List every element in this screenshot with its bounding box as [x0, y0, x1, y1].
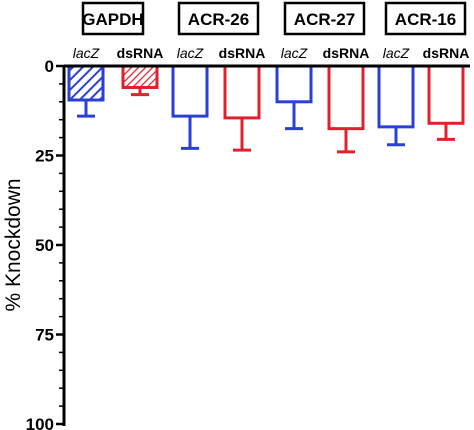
bar-gapdh-lacz	[67, 64, 105, 102]
group-label-box	[177, 1, 260, 36]
condition-label: lacZ	[177, 45, 204, 61]
y-tick-label: 75	[35, 326, 54, 345]
condition-label: dsRNA	[219, 45, 266, 61]
condition-label: dsRNA	[423, 45, 470, 61]
bar-acr-27-lacz	[275, 64, 313, 104]
condition-label: dsRNA	[117, 45, 164, 61]
group-label: ACR-26	[188, 10, 249, 29]
condition-label: dsRNA	[323, 45, 370, 61]
group-label-box	[384, 1, 467, 36]
bar-acr-16-dsrna	[427, 64, 465, 125]
group-label: ACR-16	[395, 10, 456, 29]
bar-acr-26-lacz	[171, 64, 209, 118]
condition-label: lacZ	[281, 45, 308, 61]
bar-gapdh-dsrna	[121, 64, 159, 89]
y-tick-label: 100	[26, 415, 54, 430]
group-label-box	[283, 1, 366, 36]
bar-acr-16-lacz	[377, 64, 415, 129]
group-label-box	[81, 1, 145, 36]
y-tick-label: 0	[45, 57, 54, 76]
y-tick-label: 50	[35, 236, 54, 255]
y-axis-title: % Knockdown	[2, 178, 25, 311]
group-label: GAPDH	[82, 10, 143, 29]
group-label: ACR-27	[294, 10, 355, 29]
condition-label: lacZ	[73, 45, 100, 61]
bar-acr-26-dsrna	[223, 64, 261, 120]
bar-acr-27-dsrna	[327, 64, 365, 131]
y-tick-label: 25	[35, 147, 54, 166]
condition-label: lacZ	[383, 45, 410, 61]
